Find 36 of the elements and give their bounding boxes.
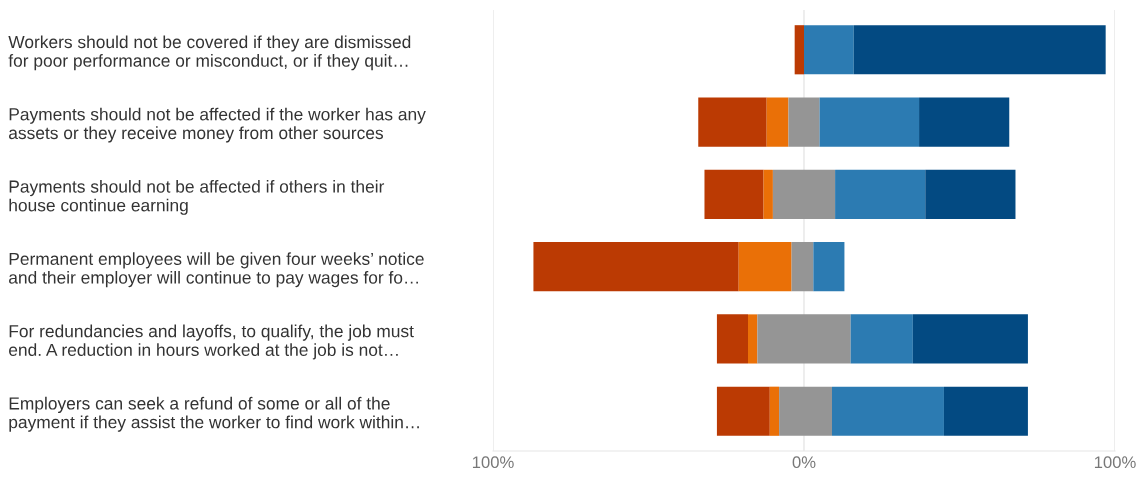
bar <box>804 25 854 75</box>
bar <box>912 314 1028 364</box>
bar <box>533 242 739 292</box>
x-tick-label: 0% <box>792 456 816 469</box>
bar <box>919 97 1010 147</box>
y-tick-label: Employers can seek a refund of some or all of the payment if they assist the worker to find work within… <box>9 396 419 432</box>
bar <box>791 242 814 292</box>
bar <box>698 97 767 147</box>
bar <box>772 169 836 219</box>
x-tick-label: 100% <box>472 456 514 469</box>
bar <box>757 314 851 364</box>
bar <box>831 386 944 436</box>
y-tick-label: Payments should not be affected if the worker has any assets or they receive money from other sources <box>9 107 426 143</box>
bar <box>769 386 780 436</box>
bar <box>704 169 764 219</box>
bar <box>779 386 832 436</box>
bar <box>738 242 792 292</box>
y-tick-label: Payments should not be affected if others in their house continue earning <box>9 179 385 215</box>
bar <box>835 169 926 219</box>
bar <box>766 97 789 147</box>
bar <box>925 169 1016 219</box>
bar <box>943 386 1028 436</box>
x-tick-label: 100% <box>1094 456 1136 469</box>
bar <box>788 97 820 147</box>
bar <box>850 314 913 364</box>
bar <box>716 314 749 364</box>
y-tick-label: Permanent employees will be given four weeks’ notice and their employer will continue to pay wages for fo… <box>9 252 424 288</box>
y-tick-label: For redundancies and layoffs, to qualify, the job must end. A reduction in hours worked at the job is not… <box>9 324 414 360</box>
bar <box>853 25 1106 75</box>
bar <box>748 314 758 364</box>
bar <box>819 97 920 147</box>
bar <box>813 242 845 292</box>
bar <box>794 25 804 75</box>
bar <box>716 386 770 436</box>
bar <box>763 169 773 219</box>
y-tick-label: Workers should not be covered if they are dismissed for poor performance or misconduct, or if they quit… <box>8 35 411 71</box>
